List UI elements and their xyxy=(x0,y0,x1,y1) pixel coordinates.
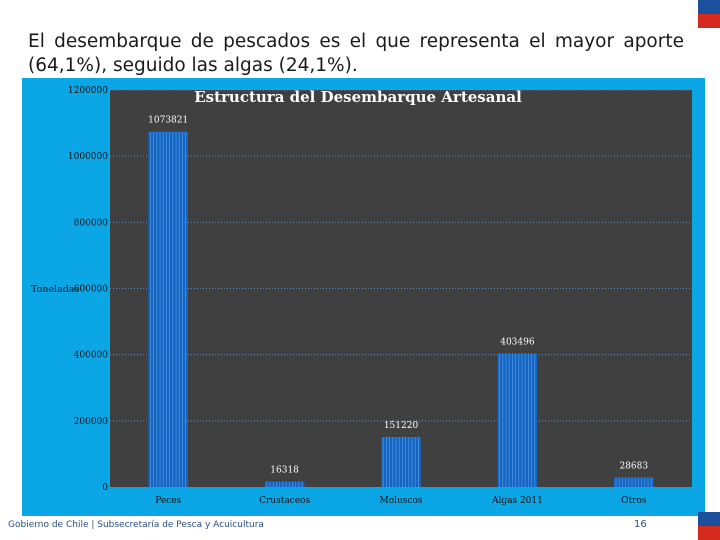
y-axis-label: Toneladas xyxy=(31,284,80,295)
y-tick-label: 0 xyxy=(102,483,108,493)
flag-blue-stripe-bottom xyxy=(698,512,720,526)
data-label: 1073821 xyxy=(148,116,188,126)
data-label: 151220 xyxy=(384,421,419,431)
chart-title: Estructura del Desembarque Artesanal xyxy=(194,88,522,106)
y-tick-label: 600000 xyxy=(74,285,109,295)
data-labels: 1073821 16318 151220 403496 28683 xyxy=(148,116,648,476)
footer-text: Gobierno de Chile | Subsecretaría de Pes… xyxy=(8,520,264,530)
bar-body xyxy=(381,436,421,487)
bar xyxy=(614,477,654,487)
y-tick-label: 400000 xyxy=(74,351,109,361)
y-axis-ticks: 0 200000 400000 600000 800000 1000000 1200000 xyxy=(68,86,108,493)
gridlines xyxy=(110,89,692,422)
bar-body xyxy=(497,353,538,487)
bar xyxy=(381,436,421,487)
flag-blue-stripe xyxy=(698,0,720,14)
slide-body-text: El desembarque de pescados es el que rep… xyxy=(28,31,684,76)
bar xyxy=(148,131,188,488)
y-tick-label: 800000 xyxy=(74,218,109,228)
bar-body xyxy=(614,477,654,487)
bars xyxy=(148,131,654,488)
x-tick-label: Moluscos xyxy=(379,496,422,506)
y-tick-label: 1000000 xyxy=(68,152,108,162)
x-tick-label: Crustaceos xyxy=(259,496,310,506)
flag-red-stripe-bottom xyxy=(698,526,720,540)
bar-body xyxy=(264,481,305,487)
data-label: 403496 xyxy=(500,338,535,348)
flag-red-stripe xyxy=(698,14,720,28)
bar xyxy=(497,353,538,487)
bar-body xyxy=(148,131,188,488)
x-tick-label: Algas 2011 xyxy=(491,496,543,506)
page-number: 16 xyxy=(634,519,647,530)
x-tick-label: Otros xyxy=(621,496,647,506)
data-label: 16318 xyxy=(270,466,299,476)
corner-flag-bottom xyxy=(698,512,720,540)
y-tick-label: 200000 xyxy=(74,417,109,427)
y-tick-label: 1200000 xyxy=(68,86,108,96)
x-axis-ticks: Peces Crustaceos Moluscos Algas 2011 Otros xyxy=(155,496,647,506)
x-tick-label: Peces xyxy=(155,496,181,506)
corner-flag-top xyxy=(698,0,720,28)
data-label: 28683 xyxy=(619,462,648,472)
bar xyxy=(264,481,305,487)
